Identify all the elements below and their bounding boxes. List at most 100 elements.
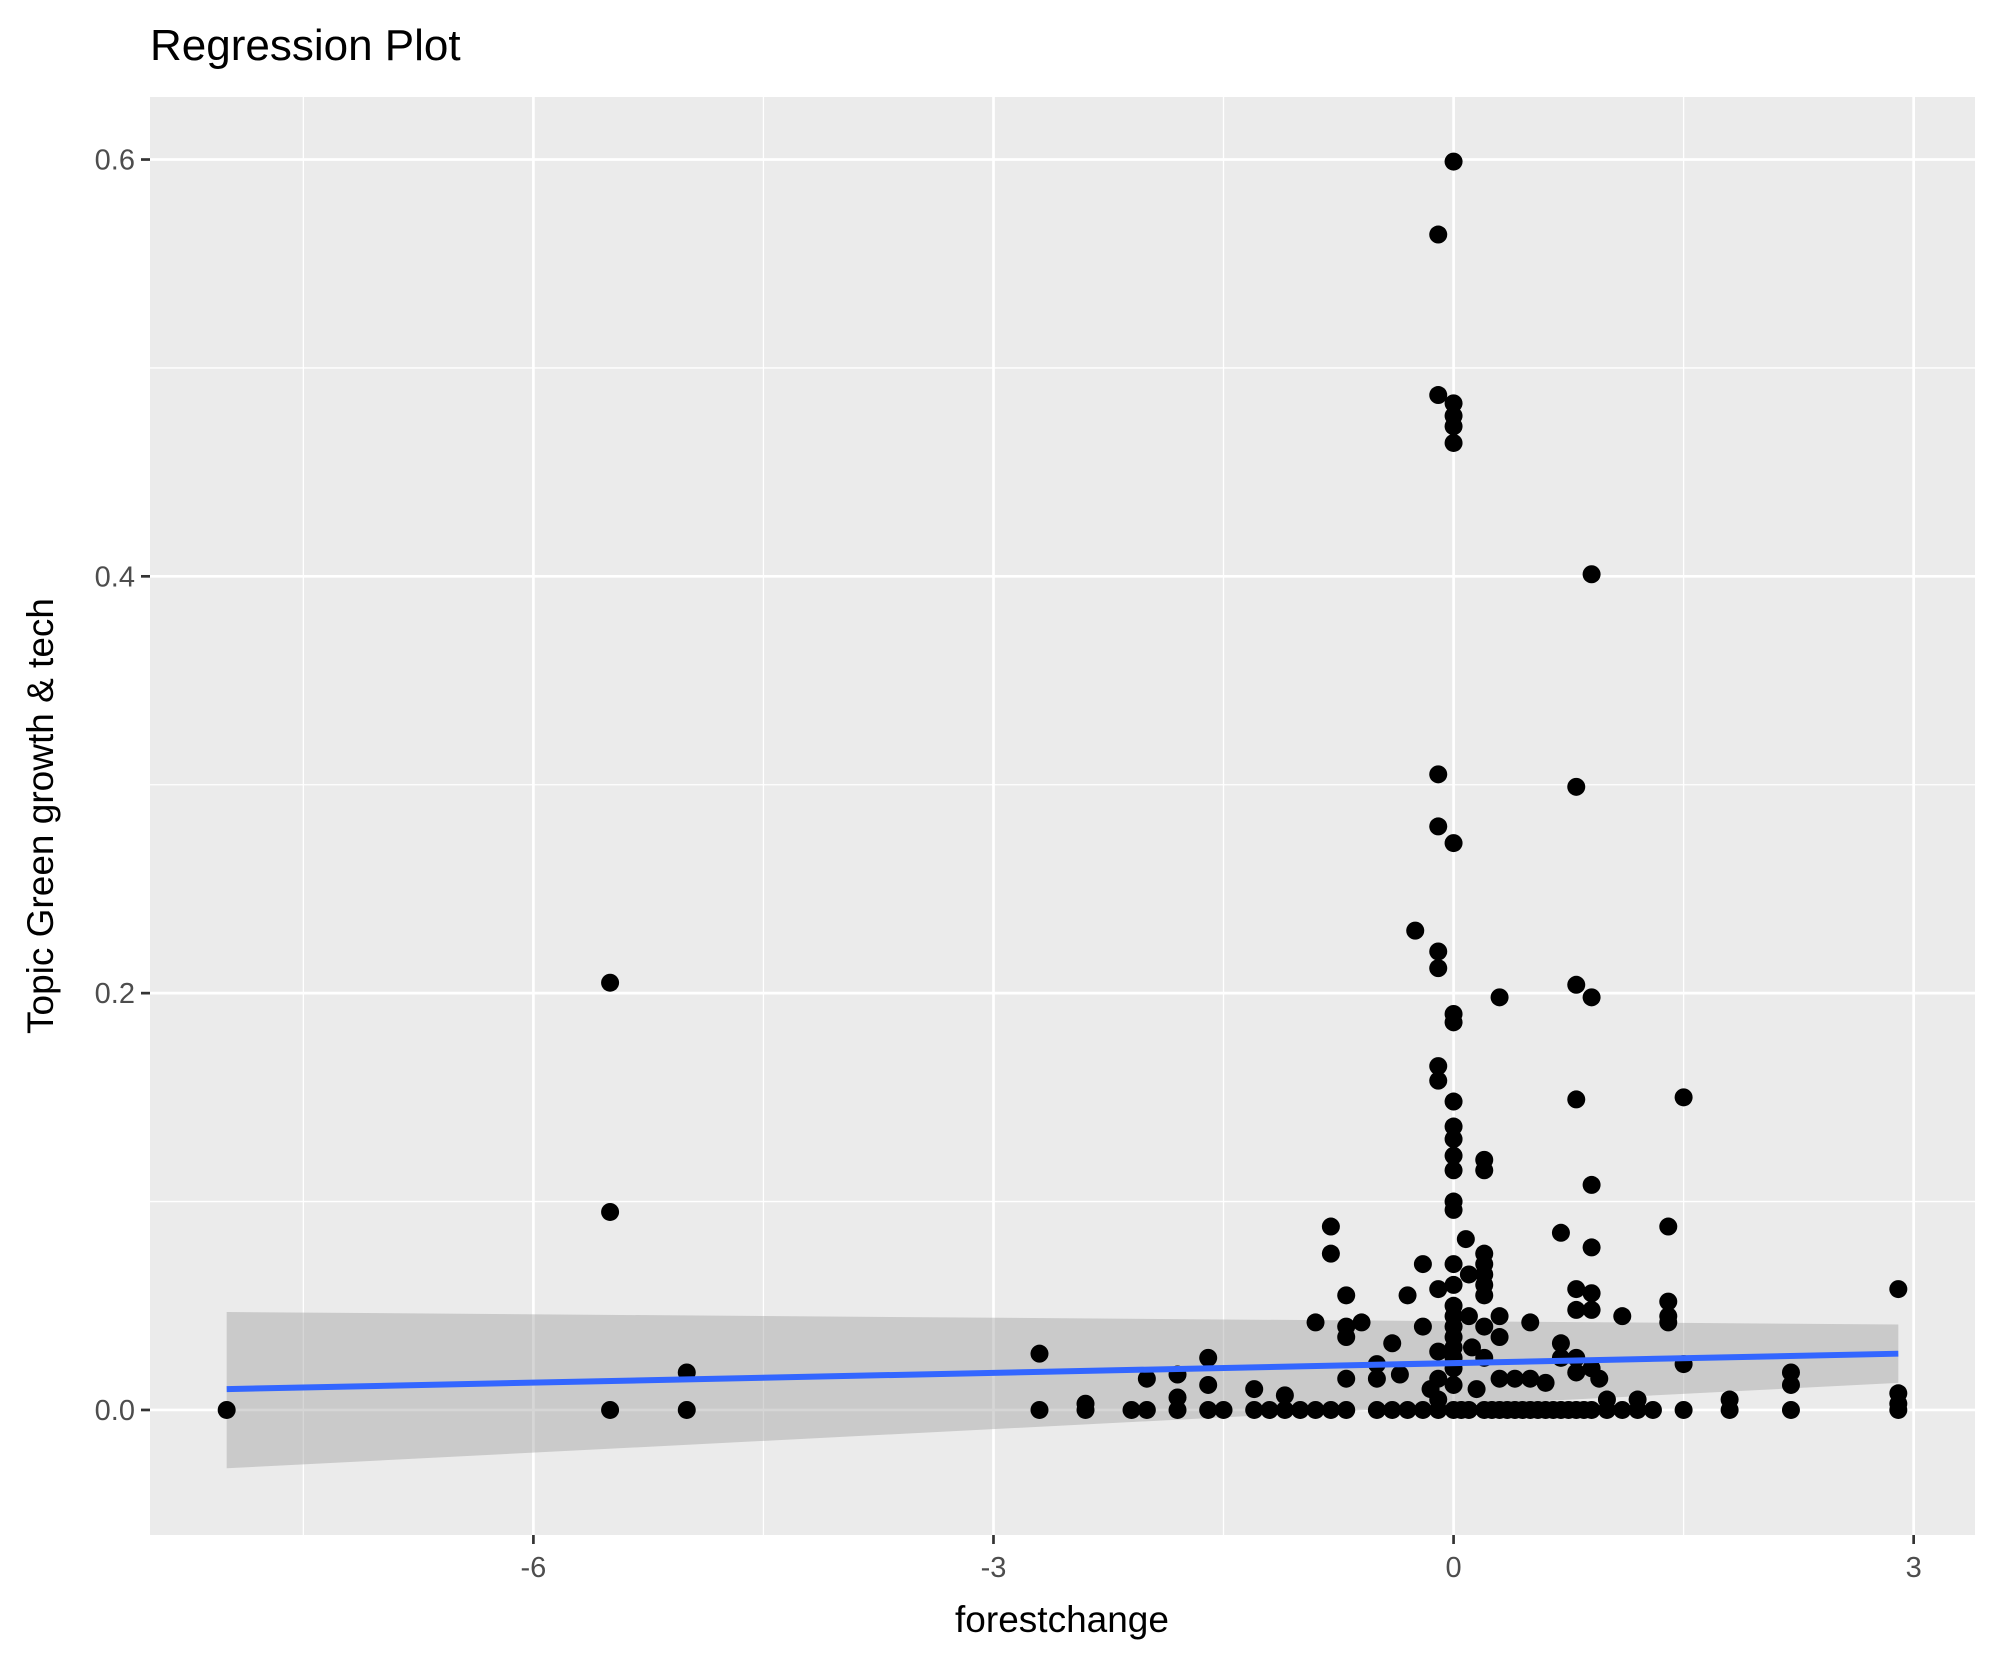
data-point [1444, 834, 1463, 853]
x-axis-ticks: -6 -3 0 3 [521, 1535, 1922, 1584]
data-point [1521, 1369, 1540, 1388]
data-point [1245, 1400, 1264, 1419]
data-point [1321, 1217, 1340, 1236]
data-point [1137, 1400, 1156, 1419]
data-point [1459, 1265, 1478, 1284]
data-point [1383, 1400, 1402, 1419]
data-point [1781, 1363, 1800, 1382]
data-point [1214, 1400, 1233, 1419]
data-point [601, 1202, 620, 1221]
data-point [1490, 1369, 1509, 1388]
data-point [1030, 1400, 1049, 1419]
y-tick-label: 0.6 [95, 145, 135, 177]
data-point [1444, 1013, 1463, 1032]
data-point [1199, 1348, 1218, 1367]
data-point [1444, 1161, 1463, 1180]
x-tick-label: 0 [1446, 1552, 1462, 1584]
data-point [1245, 1380, 1264, 1399]
data-point [1444, 417, 1463, 436]
data-point [1429, 765, 1448, 784]
regression-line [226, 1350, 1899, 1393]
x-tick-label: -6 [521, 1552, 547, 1584]
data-point [1444, 394, 1463, 413]
data-point [1168, 1400, 1187, 1419]
data-point [1429, 817, 1448, 836]
data-point [1337, 1369, 1356, 1388]
data-point [1260, 1400, 1279, 1419]
y-axis-title: Topic Green growth & tech [20, 598, 61, 1034]
data-point [1582, 988, 1601, 1007]
y-axis-ticks: 0.0 0.2 0.4 0.6 [95, 145, 150, 1427]
data-point [1590, 1369, 1609, 1388]
data-point [1490, 988, 1509, 1007]
data-point [1567, 975, 1586, 994]
data-point [1536, 1373, 1555, 1392]
data-point [1030, 1344, 1049, 1363]
data-point [1337, 1400, 1356, 1419]
data-point [1659, 1313, 1678, 1332]
data-point [1475, 1161, 1494, 1180]
data-point [1567, 777, 1586, 796]
scatter-points [217, 152, 1908, 1419]
data-point [1429, 1071, 1448, 1090]
data-point [1413, 1400, 1432, 1419]
data-point [1398, 1286, 1417, 1305]
x-axis-title: forestchange [955, 1599, 1169, 1640]
y-tick-label: 0.4 [95, 561, 135, 593]
data-point [1429, 1280, 1448, 1299]
data-point [1429, 959, 1448, 978]
data-point [1444, 152, 1463, 171]
data-point [1352, 1313, 1371, 1332]
data-point [1429, 942, 1448, 961]
data-point [1413, 1317, 1432, 1336]
data-point [1444, 1130, 1463, 1149]
data-point [1659, 1217, 1678, 1236]
data-point [1475, 1317, 1494, 1336]
data-point [1429, 225, 1448, 244]
data-point [1444, 1146, 1463, 1165]
data-point [1505, 1369, 1524, 1388]
data-point [217, 1400, 236, 1419]
data-point [1490, 1307, 1509, 1326]
data-point [1444, 433, 1463, 452]
data-point [601, 973, 620, 992]
data-point [1628, 1400, 1647, 1419]
data-point [1321, 1400, 1340, 1419]
data-point [1337, 1328, 1356, 1347]
data-point [1475, 1286, 1494, 1305]
data-point [1674, 1088, 1693, 1107]
data-point [1383, 1334, 1402, 1353]
y-tick-label: 0.2 [95, 978, 135, 1010]
data-point [677, 1400, 696, 1419]
data-point [1582, 1400, 1601, 1419]
data-point [1306, 1313, 1325, 1332]
data-point [1137, 1369, 1156, 1388]
data-point [1429, 1369, 1448, 1388]
data-point [1429, 386, 1448, 405]
data-point [1444, 1092, 1463, 1111]
data-point [1582, 1175, 1601, 1194]
data-point [1456, 1230, 1475, 1249]
data-point [1643, 1400, 1662, 1419]
data-point [1337, 1286, 1356, 1305]
data-point [1582, 1300, 1601, 1319]
x-tick-label: 3 [1906, 1552, 1922, 1584]
data-point [1567, 1090, 1586, 1109]
data-point [1429, 1342, 1448, 1361]
data-point [1582, 1284, 1601, 1303]
data-point [1367, 1400, 1386, 1419]
data-point [1467, 1380, 1486, 1399]
data-point [1567, 1363, 1586, 1382]
data-point [1720, 1400, 1739, 1419]
data-point [1413, 1255, 1432, 1274]
data-point [1490, 1328, 1509, 1347]
data-point [1781, 1400, 1800, 1419]
x-tick-label: -3 [981, 1552, 1007, 1584]
data-point [601, 1400, 620, 1419]
data-point [1597, 1400, 1616, 1419]
data-point [1459, 1400, 1478, 1419]
data-point [1398, 1400, 1417, 1419]
data-point [1781, 1375, 1800, 1394]
data-point [1390, 1365, 1409, 1384]
